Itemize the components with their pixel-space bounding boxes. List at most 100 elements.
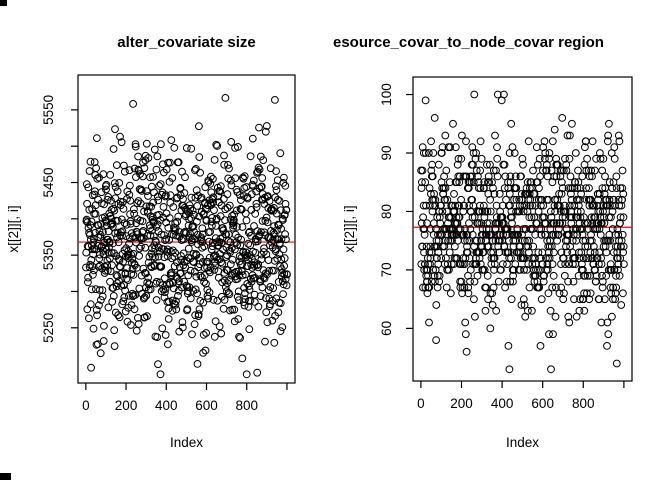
data-point xyxy=(227,138,236,146)
data-point xyxy=(134,197,143,205)
data-point xyxy=(535,154,544,163)
data-point xyxy=(548,260,557,269)
data-point xyxy=(576,184,585,193)
data-point xyxy=(168,306,177,315)
data-point xyxy=(606,236,614,245)
data-point xyxy=(222,253,230,261)
data-point xyxy=(490,260,499,269)
data-point xyxy=(233,292,242,301)
data-point xyxy=(435,277,444,286)
data-point xyxy=(254,302,263,311)
data-point xyxy=(262,213,271,222)
data-point xyxy=(243,194,252,203)
data-point xyxy=(494,277,503,286)
data-point xyxy=(97,296,105,304)
data-point xyxy=(526,201,534,210)
data-point xyxy=(281,181,290,190)
data-point xyxy=(519,207,528,216)
data-point xyxy=(456,283,465,292)
data-point xyxy=(503,225,512,233)
data-point xyxy=(275,197,284,205)
data-point xyxy=(607,213,615,222)
data-point xyxy=(230,305,239,314)
data-point xyxy=(472,149,481,157)
data-point xyxy=(550,248,558,257)
data-point xyxy=(458,131,466,140)
data-point xyxy=(155,182,164,190)
data-point xyxy=(215,322,224,331)
data-point xyxy=(144,154,153,162)
data-point xyxy=(171,219,180,228)
data-point xyxy=(146,224,155,233)
data-point xyxy=(171,300,180,309)
data-point xyxy=(603,201,612,210)
data-point xyxy=(562,166,571,175)
data-point xyxy=(224,289,233,297)
data-point xyxy=(614,266,622,274)
data-point xyxy=(524,260,533,269)
data-point xyxy=(277,255,286,264)
data-point xyxy=(606,260,615,269)
data-point xyxy=(141,269,150,278)
plot1-title: alter_covariate size xyxy=(117,34,255,51)
data-point xyxy=(445,248,454,257)
data-point xyxy=(193,289,202,298)
y-tick-label: 100 xyxy=(379,83,394,106)
data-point xyxy=(95,286,104,294)
data-point xyxy=(154,252,163,261)
data-point xyxy=(256,292,265,301)
x-tick-label: 600 xyxy=(531,396,554,411)
data-point xyxy=(575,306,584,315)
data-point xyxy=(244,239,253,248)
data-point xyxy=(276,239,284,248)
data-point xyxy=(86,260,94,269)
data-point xyxy=(276,327,285,336)
data-point xyxy=(110,206,119,215)
data-point xyxy=(250,290,259,299)
data-point xyxy=(248,271,257,280)
data-point xyxy=(598,271,606,280)
data-point xyxy=(419,213,428,222)
data-point xyxy=(130,305,139,314)
data-point xyxy=(455,178,464,187)
data-point xyxy=(206,263,215,272)
data-point xyxy=(175,327,184,336)
data-point xyxy=(146,285,155,294)
data-point xyxy=(197,193,206,202)
data-point xyxy=(486,207,495,216)
data-point xyxy=(257,183,266,191)
data-point xyxy=(191,285,200,294)
data-point xyxy=(107,221,116,229)
data-point xyxy=(492,166,500,175)
data-point xyxy=(441,236,450,245)
data-point xyxy=(603,342,611,350)
data-point xyxy=(262,294,270,303)
data-point xyxy=(213,142,222,150)
data-point xyxy=(87,285,96,294)
data-point xyxy=(612,283,621,292)
data-point xyxy=(435,207,444,216)
data-point xyxy=(233,275,242,283)
data-point xyxy=(601,172,609,181)
data-point xyxy=(226,238,235,247)
data-point xyxy=(209,295,218,304)
data-point xyxy=(553,236,561,245)
data-point xyxy=(247,190,256,199)
data-point xyxy=(87,363,95,372)
data-point xyxy=(524,242,532,251)
data-point xyxy=(587,166,596,175)
data-point xyxy=(522,201,531,210)
data-point xyxy=(480,178,489,187)
data-point xyxy=(490,254,499,263)
data-point xyxy=(489,283,498,292)
data-point xyxy=(191,193,200,202)
data-point xyxy=(520,236,529,245)
data-point xyxy=(438,207,447,216)
data-point xyxy=(418,166,427,175)
data-point xyxy=(278,272,286,281)
data-point xyxy=(112,161,121,170)
data-point xyxy=(462,347,471,356)
data-point xyxy=(233,223,241,231)
plot2-points xyxy=(417,90,628,374)
data-point xyxy=(112,282,121,291)
